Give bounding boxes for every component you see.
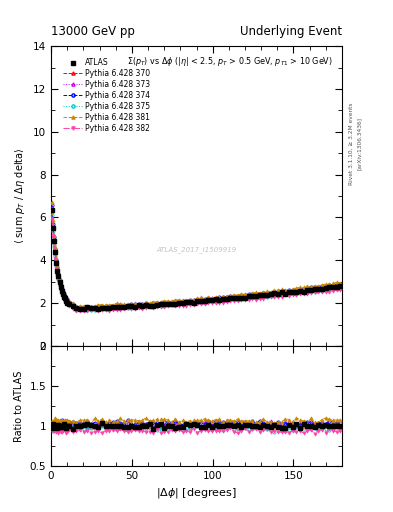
Legend: ATLAS, Pythia 6.428 370, Pythia 6.428 373, Pythia 6.428 374, Pythia 6.428 375, P: ATLAS, Pythia 6.428 370, Pythia 6.428 37… xyxy=(61,56,152,135)
Y-axis label: Ratio to ATLAS: Ratio to ATLAS xyxy=(14,370,24,442)
Y-axis label: $\langle$ sum $p_T$ / $\Delta\eta$ delta$\rangle$: $\langle$ sum $p_T$ / $\Delta\eta$ delta… xyxy=(13,148,28,244)
Text: ATLAS_2017_I1509919: ATLAS_2017_I1509919 xyxy=(156,247,237,253)
Text: [arXiv:1306.3436]: [arXiv:1306.3436] xyxy=(357,117,362,170)
Text: Underlying Event: Underlying Event xyxy=(240,26,342,38)
X-axis label: $|\Delta\phi|$ [degrees]: $|\Delta\phi|$ [degrees] xyxy=(156,486,237,500)
Text: $\Sigma(p_T)$ vs $\Delta\phi$ ($|\eta|$ < 2.5, $p_T$ > 0.5 GeV, $p_{T1}$ > 10 Ge: $\Sigma(p_T)$ vs $\Delta\phi$ ($|\eta|$ … xyxy=(127,55,333,68)
Text: Rivet 3.1.10, ≥ 3.2M events: Rivet 3.1.10, ≥ 3.2M events xyxy=(349,102,354,185)
Text: 13000 GeV pp: 13000 GeV pp xyxy=(51,26,135,38)
